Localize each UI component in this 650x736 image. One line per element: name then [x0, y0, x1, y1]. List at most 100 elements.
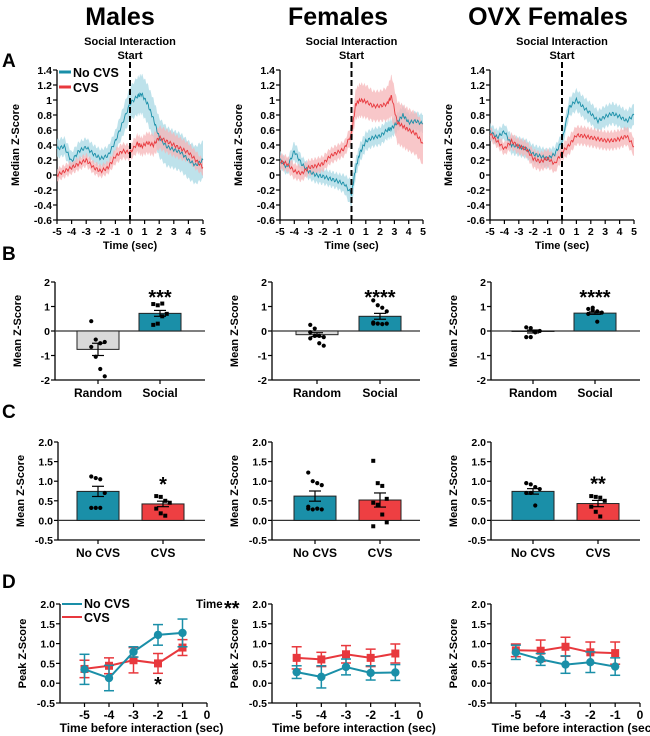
x-tick-label: -1 [111, 226, 120, 238]
y-axis-label: Peak Z-Score [229, 619, 241, 689]
x-tick-label: 2 [588, 226, 594, 238]
data-point [98, 366, 103, 372]
chart-title-line1: Social Interaction [306, 36, 398, 48]
data-marker-no-cvs [80, 665, 89, 674]
y-tick-label: -0.5 [249, 698, 267, 710]
x-tick-label: 0 [417, 708, 424, 722]
data-point [375, 303, 380, 308]
y-tick-label: 1.5 [471, 619, 486, 631]
category-label: No CVS [511, 546, 555, 560]
x-tick-label: 0 [349, 226, 355, 238]
y-tick-label: 1 [44, 302, 50, 314]
y-axis-label: Median Z-Score [443, 104, 455, 186]
chart-B-ovx: 2 1 0 -1 -2 Mean Z-Score Random Social **** [448, 277, 640, 400]
y-tick-label: 0.6 [470, 125, 485, 137]
data-point [164, 311, 169, 316]
y-tick-label: -2 [258, 375, 267, 387]
x-tick-label: 0 [559, 226, 565, 238]
y-tick-label: -0.2 [467, 185, 485, 197]
y-tick-label: 0.5 [40, 658, 55, 670]
chart-C-females: 2.0 1.5 1.0 0.5 0.0 -0.5 Mean Z-Score No CVS CVS [229, 437, 420, 560]
y-tick-label: -0.6 [34, 215, 52, 227]
x-tick-label: -3 [128, 708, 139, 722]
data-point [371, 524, 376, 529]
x-tick-label: 4 [406, 226, 412, 238]
y-tick-label: -0.4 [34, 200, 52, 212]
panel-letter-d: D [2, 572, 16, 593]
data-point [155, 303, 160, 308]
category-label: Social [362, 386, 397, 400]
y-tick-label: 2 [261, 277, 267, 289]
x-tick-label: 2 [156, 226, 162, 238]
data-marker-cvs [178, 643, 187, 652]
chart-D-males: 2.0 1.5 1.0 0.5 0.0 -0.5 Peak Z-Score -5 -4 -3 -2-… [17, 597, 240, 735]
y-tick-label: 1.0 [40, 639, 55, 651]
x-tick-label: -4 [316, 708, 327, 722]
data-point [321, 343, 326, 348]
data-point [537, 486, 542, 492]
y-tick-label: -0.5 [249, 535, 267, 547]
y-tick-label: 0.5 [38, 496, 53, 508]
data-point [598, 495, 603, 500]
chart-A-females: 1.4 1.2 1 0.8 0.6 0.4 0.2 0 -0.2 -0.4 -0.6 Median Z… [233, 36, 426, 252]
column-title-males: Males [85, 3, 154, 31]
category-label: No CVS [293, 546, 337, 560]
y-tick-label: 0.8 [470, 110, 485, 122]
x-tick-label: 5 [631, 226, 637, 238]
chart-D-ovx: 2.0 1.5 1.0 0.5 0.0 -0.5 Peak Z-Score -5 -4 -3 -2-… [448, 599, 650, 735]
data-marker-no-cvs [561, 660, 570, 669]
data-point [317, 341, 322, 346]
data-point [384, 496, 389, 501]
x-tick-label: 4 [185, 226, 191, 238]
x-tick-label: -5 [79, 708, 90, 722]
y-tick-label: 0.5 [471, 658, 486, 670]
data-marker-cvs [129, 656, 138, 665]
y-tick-label: 0.5 [471, 496, 486, 508]
bar-no-cvs [511, 490, 555, 521]
sem-band-no-cvs [57, 73, 203, 185]
y-tick-label: 1.2 [37, 80, 52, 92]
data-point [160, 301, 165, 306]
data-point [371, 298, 376, 303]
x-tick-label: -5 [275, 226, 284, 238]
x-tick-label: -3 [82, 226, 91, 238]
annotation-time-label: Time [196, 599, 223, 611]
x-tick-label: -4 [290, 226, 299, 238]
y-tick-label: 0.0 [252, 515, 267, 527]
trace-no-cvs [56, 92, 204, 167]
data-marker-no-cvs [391, 668, 400, 677]
data-point [315, 481, 320, 486]
y-tick-label: 2 [44, 277, 50, 289]
category-label: CVS [151, 546, 176, 560]
x-tick-label: -5 [510, 708, 521, 722]
x-tick-label: -2 [96, 226, 105, 238]
data-point [595, 319, 600, 324]
y-tick-label: -0.6 [467, 215, 485, 227]
data-point [589, 494, 594, 499]
y-tick-label: 1 [269, 95, 275, 107]
data-point [593, 509, 598, 514]
data-point [308, 322, 313, 327]
data-point [167, 500, 172, 505]
y-tick-label: 0.4 [37, 140, 52, 152]
y-tick-label: -0.5 [35, 535, 53, 547]
category-label: Social [577, 386, 612, 400]
data-point [586, 306, 591, 312]
x-tick-label: -1 [610, 708, 621, 722]
chart-D-females: 2.0 1.5 1.0 0.5 0.0 -0.5 Peak Z-Score -5 -4 -3 -2-… [229, 599, 436, 735]
x-tick-label: 4 [617, 226, 623, 238]
x-tick-label: -3 [560, 708, 571, 722]
data-point [371, 458, 376, 463]
data-marker-cvs [536, 646, 545, 655]
y-tick-label: 1.2 [470, 80, 485, 92]
data-marker-cvs [154, 659, 162, 668]
data-marker-cvs [391, 649, 400, 658]
data-marker-cvs [317, 655, 326, 664]
data-point [589, 504, 594, 509]
y-tick-label: 1.5 [252, 619, 267, 631]
x-tick-label: 5 [420, 226, 426, 238]
x-tick-label: -4 [67, 226, 76, 238]
data-marker-cvs [292, 653, 301, 662]
data-point [89, 474, 94, 479]
data-point [163, 513, 168, 518]
